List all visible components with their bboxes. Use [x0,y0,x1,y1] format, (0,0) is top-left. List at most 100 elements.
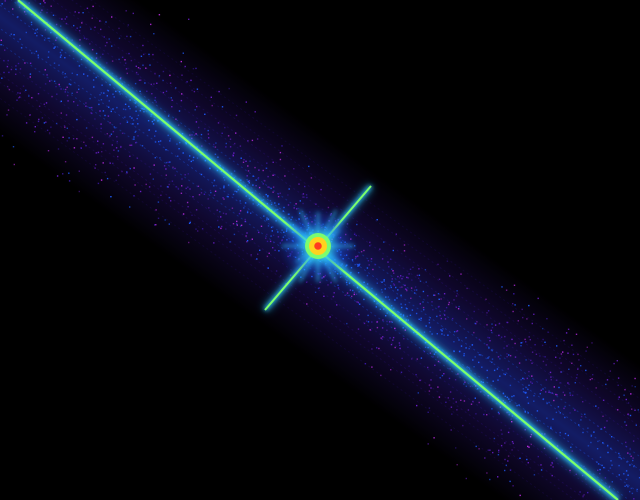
speckle-dot [95,76,97,79]
speckle-dot [575,333,578,335]
speckle-dot [601,464,603,467]
speckle-dot [95,164,97,166]
speckle-dot [632,440,635,442]
speckle-dot [552,466,554,468]
speckle-dot [434,294,436,296]
speckle-dot [602,415,604,417]
speckle-dot [272,161,274,163]
speckle-dot [246,211,249,214]
speckle-dot [380,289,383,291]
speckle-dot [222,212,225,214]
speckle-dot [353,233,356,235]
speckle-dot [366,267,369,269]
speckle-dot [438,278,441,280]
speckle-dot [396,297,398,299]
speckle-dot [221,106,224,108]
speckle-dot [38,118,40,121]
speckle-dot [258,186,261,189]
speckle-dot [369,329,371,331]
speckle-dot [124,103,127,105]
speckle-dot [458,339,460,341]
speckle-dot [540,469,543,471]
speckle-dot [387,261,389,263]
speckle-dot [24,62,26,64]
speckle-dot [357,263,359,266]
speckle-dot [106,41,108,44]
speckle-dot [363,322,366,325]
speckle-dot [34,126,36,128]
speckle-dot [30,23,33,26]
speckle-dot [589,378,591,381]
speckle-dot [542,388,544,390]
speckle-dot [36,28,39,30]
speckle-dot [493,437,496,440]
speckle-dot [439,314,441,317]
speckle-dot [115,90,117,93]
speckle-dot [154,135,156,137]
speckle-dot [306,303,308,305]
speckle-dot [251,238,253,240]
speckle-dot [235,132,237,134]
speckle-dot [153,164,155,166]
speckle-dot [258,169,260,171]
speckle-dot [563,407,565,410]
speckle-dot [587,445,590,447]
speckle-dot [504,373,506,376]
speckle-dot [225,142,227,145]
speckle-dot [371,321,373,323]
speckle-dot [505,464,507,466]
speckle-dot [592,374,594,376]
speckle-dot [446,260,449,262]
speckle-dot [165,90,168,92]
speckle-dot [496,368,499,370]
speckle-dot [447,397,449,399]
speckle-dot [222,197,224,199]
speckle-dot [100,92,103,94]
speckle-dot [279,151,282,154]
speckle-dot [219,211,221,213]
speckle-dot [433,294,435,296]
speckle-dot [193,134,196,136]
speckle-dot [611,481,613,483]
speckle-dot [78,30,81,32]
speckle-dot [265,167,268,169]
speckle-dot [120,146,122,148]
speckle-dot [618,464,620,467]
speckle-dot [531,382,533,384]
speckle-dot [293,168,295,170]
speckle-dot [108,100,110,102]
speckle-dot [537,297,539,300]
speckle-dot [188,222,191,224]
speckle-dot [397,289,399,291]
speckle-dot [208,137,210,139]
speckle-dot [488,337,491,339]
speckle-dot [463,353,465,355]
speckle-dot [578,424,580,426]
speckle-dot [53,80,56,82]
speckle-dot [4,49,6,51]
speckle-dot [227,135,230,137]
speckle-dot [129,107,131,110]
speckle-dot [524,338,526,341]
speckle-dot [497,379,499,381]
speckle-dot [41,35,44,37]
speckle-dot [8,88,11,91]
speckle-dot [544,356,546,358]
speckle-dot [586,346,588,348]
speckle-dot [97,140,99,142]
speckle-dot [223,187,225,189]
speckle-dot [189,155,191,157]
speckle-dot [487,336,489,339]
speckle-dot [244,202,247,204]
speckle-dot [314,291,317,293]
speckle-dot [238,212,241,215]
speckle-dot [95,152,97,154]
speckle-dot [34,32,36,34]
speckle-dot [265,193,267,196]
speckle-dot [116,136,118,138]
speckle-dot [191,214,193,216]
speckle-dot [56,175,59,177]
speckle-dot [365,320,368,322]
speckle-dot [609,370,611,372]
speckle-dot [437,293,440,295]
